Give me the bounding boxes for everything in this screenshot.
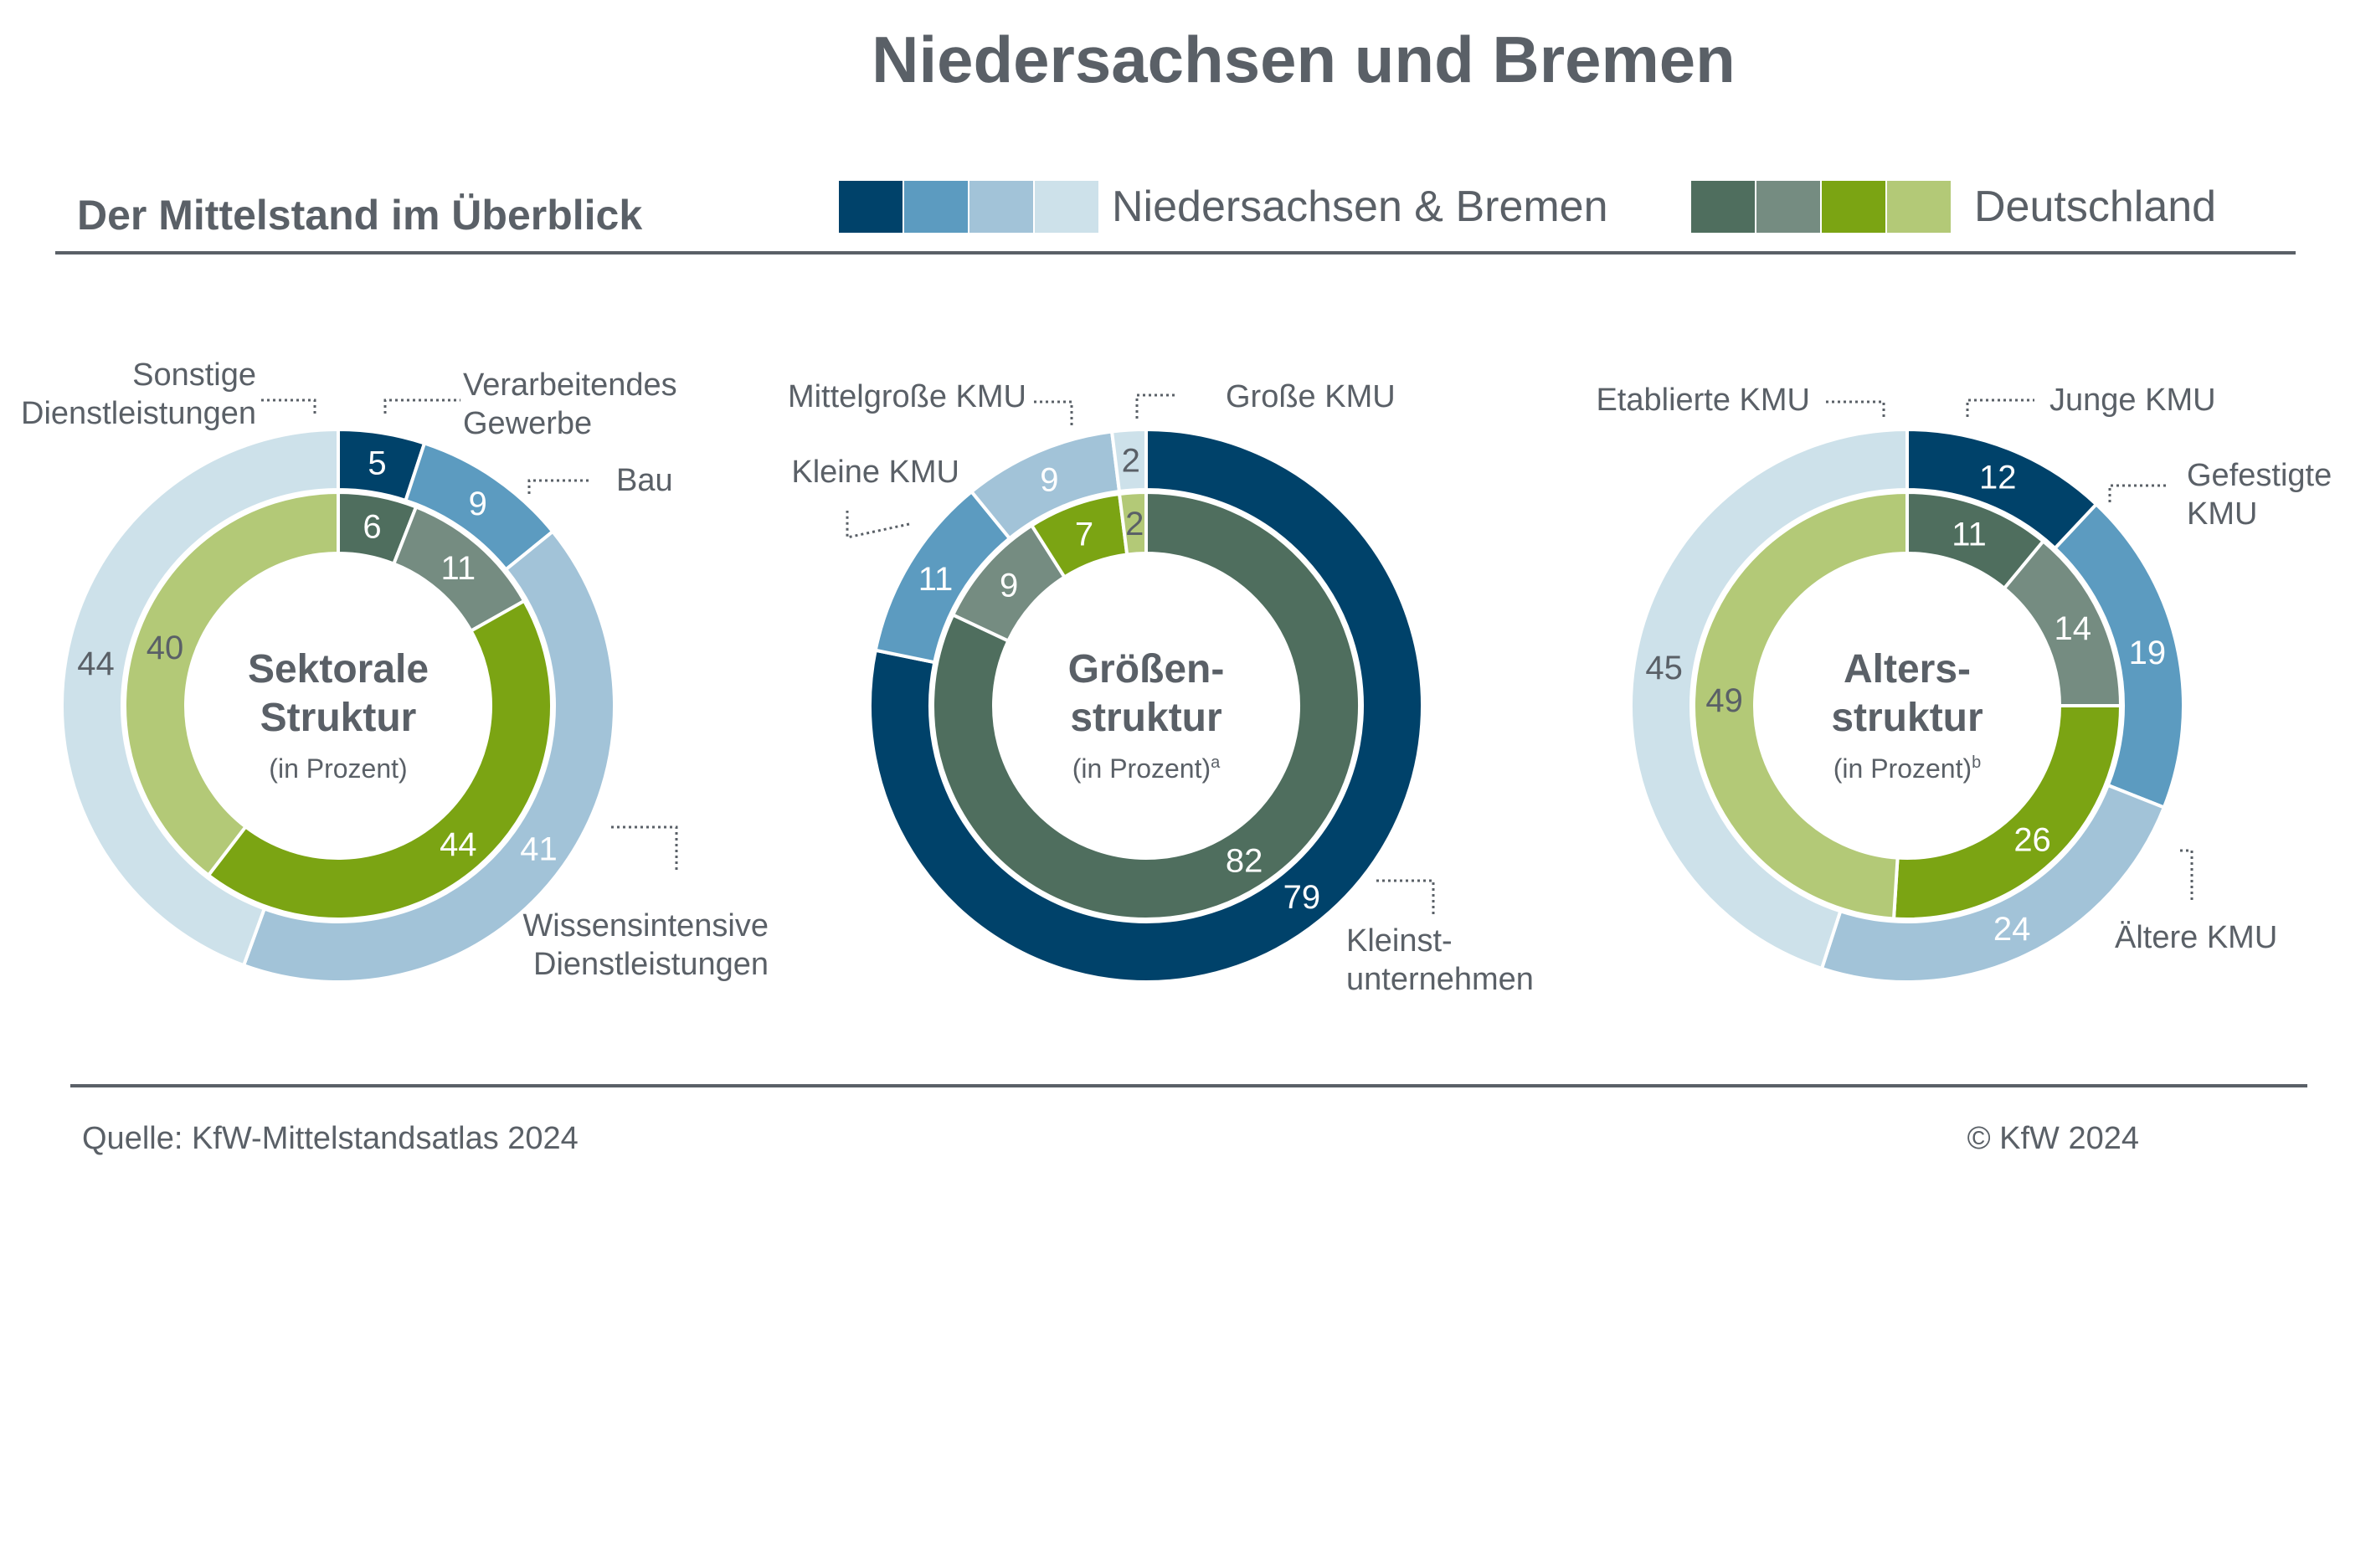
donut-center-title-line2: struktur — [1831, 696, 1983, 740]
category-label-bau: Bau — [616, 463, 673, 498]
legend-swatches-niedersachsen-bremen — [839, 181, 1098, 233]
category-label-gefestigte-kmu: Gefestigte KMU — [2187, 458, 2332, 532]
leader-line-gefestigte-kmu — [2108, 484, 2168, 502]
inner-slice-grosse-kmu — [1117, 490, 1148, 557]
leader-line-verarbeitendes-gewerbe — [383, 398, 460, 414]
inner-slice-sonstige-dienstleistungen — [123, 490, 340, 878]
inner-slice-wissensintensive-dienstleistungen-value: 44 — [440, 826, 477, 863]
leader-line-kleinstunternehmen — [1376, 879, 1435, 918]
inner-slice-verarbeitendes-gewerbe-value: 6 — [363, 508, 381, 545]
outer-slice-grosse-kmu-value: 2 — [1122, 443, 1140, 480]
outer-slice-gefestigte-kmu-value: 19 — [2129, 635, 2167, 671]
legend-swatch-deutschland-2 — [1756, 181, 1820, 233]
outer-slice-aeltere-kmu-value: 24 — [1993, 911, 2031, 948]
category-label-wissensintensive-dienstleistungen: Wissensintensive Dienstleistungen — [522, 908, 769, 982]
donut-center-title-line2: struktur — [1070, 696, 1221, 740]
leader-line-sonstige-dienstleistungen — [258, 398, 316, 414]
legend-label-niedersachsen-bremen: Niedersachsen & Bremen — [1112, 183, 1608, 231]
outer-slice-etablierte-kmu — [1629, 427, 1909, 971]
inner-slice-etablierte-kmu-value: 49 — [1705, 682, 1743, 719]
category-label-sonstige-dienstleistungen: Sonstige Dienstleistungen — [21, 357, 256, 431]
inner-slice-junge-kmu-value: 11 — [1952, 516, 1987, 553]
legend-swatch-deutschland-1 — [1691, 181, 1755, 233]
category-label-kleine-kmu: Kleine KMU — [791, 455, 959, 490]
legend-swatch-deutschland-3 — [1822, 181, 1885, 233]
leader-line-aeltere-kmu — [2180, 849, 2193, 901]
category-label-verarbeitendes-gewerbe: Verarbeitendes Gewerbe — [463, 368, 677, 441]
outer-slice-wissensintensive-dienstleistungen-value: 41 — [520, 831, 558, 868]
charts-area: 5 9 41 44 6 11 44 40 Sektorale Struktur (in Prozen… — [21, 357, 2332, 997]
inner-slice-mittelgrosse-kmu-value: 7 — [1075, 516, 1093, 553]
outer-slice-etablierte-kmu-value: 45 — [1645, 650, 1683, 686]
legend-swatch-niedersachsen-bremen-4 — [1035, 181, 1098, 233]
page-subtitle: Der Mittelstand im Überblick — [77, 192, 642, 239]
inner-slice-aeltere-kmu — [1891, 704, 2123, 921]
outer-slice-sonstige-dienstleistungen-value: 44 — [77, 645, 115, 682]
leader-line-mittelgrosse-kmu — [1031, 400, 1073, 425]
legend-swatch-deutschland-4 — [1887, 181, 1951, 233]
category-label-aeltere-kmu: Ältere KMU — [2115, 920, 2277, 955]
category-label-etablierte-kmu: Etablierte KMU — [1596, 383, 1810, 418]
leader-line-etablierte-kmu — [1823, 400, 1885, 417]
outer-slice-grosse-kmu — [1109, 427, 1148, 494]
inner-slice-aeltere-kmu-value: 26 — [2013, 821, 2051, 858]
source-note: Quelle: KfW-Mittelstandsatlas 2024 — [82, 1121, 579, 1156]
legend-swatches-deutschland — [1691, 181, 1951, 233]
leader-line-kleine-kmu — [846, 511, 910, 539]
legend-swatch-niedersachsen-bremen-2 — [904, 181, 968, 233]
donut-chart-sektorale-struktur: 5 9 41 44 6 11 44 40 Sektorale Struktur (in Prozen… — [21, 357, 769, 984]
donut-center-subtitle: (in Prozent) — [269, 753, 407, 784]
outer-slice-verarbeitendes-gewerbe-value: 5 — [368, 445, 386, 482]
outer-slice-wissensintensive-dienstleistungen — [241, 529, 616, 984]
outer-slice-kleinstunternehmen — [868, 427, 1424, 984]
inner-slice-gefestigte-kmu-value: 14 — [2054, 610, 2091, 647]
donut-center-title-line1: Sektorale — [248, 647, 429, 691]
inner-slice-wissensintensive-dienstleistungen — [206, 599, 554, 921]
leader-line-grosse-kmu — [1135, 393, 1177, 419]
inner-slice-etablierte-kmu — [1692, 490, 1909, 921]
donut-center-subtitle: (in Prozent)a — [1072, 753, 1221, 784]
category-label-mittelgrosse-kmu: Mittelgroße KMU — [788, 379, 1026, 414]
category-label-kleinstunternehmen: Kleinst-unternehmen — [1346, 923, 1534, 997]
category-label-junge-kmu: Junge KMU — [2049, 383, 2216, 418]
donut-center-title-line1: Größen- — [1068, 647, 1225, 691]
legend-swatch-niedersachsen-bremen-3 — [969, 181, 1033, 233]
donut-chart-alters-struktur: 12 19 24 45 11 14 26 49 Alters-struktur (in Proze… — [1596, 383, 2332, 984]
outer-slice-kleinstunternehmen-value: 79 — [1283, 879, 1321, 916]
outer-slice-kleine-kmu-value: 11 — [918, 561, 954, 598]
inner-slice-grosse-kmu-value: 2 — [1125, 506, 1144, 542]
outer-slice-mittelgrosse-kmu-value: 9 — [1040, 462, 1058, 499]
donut-center-subtitle: (in Prozent)b — [1833, 753, 1982, 784]
outer-slice-sonstige-dienstleistungen — [60, 427, 340, 968]
category-label-grosse-kmu: Große KMU — [1226, 379, 1396, 414]
outer-slice-bau-value: 9 — [469, 486, 487, 522]
legend-swatch-niedersachsen-bremen-1 — [839, 181, 903, 233]
leader-line-wissensintensive-dienstleistungen — [611, 825, 678, 871]
page-title: Niedersachsen und Bremen — [872, 23, 1736, 96]
inner-slice-kleinstunternehmen-value: 82 — [1226, 842, 1263, 879]
inner-slice-kleinstunternehmen — [931, 490, 1361, 921]
inner-slice-bau-value: 11 — [441, 550, 476, 587]
inner-slice-kleine-kmu-value: 9 — [1000, 568, 1018, 604]
donut-center-title-line1: Alters- — [1844, 647, 1971, 691]
legend: Niedersachsen & Bremen Deutschland — [839, 181, 2216, 233]
copyright-note: © KfW 2024 — [1967, 1121, 2139, 1156]
legend-label-deutschland: Deutschland — [1974, 183, 2216, 231]
inner-slice-sonstige-dienstleistungen-value: 40 — [147, 630, 184, 666]
leader-line-junge-kmu — [1966, 398, 2034, 417]
leader-line-bau — [527, 479, 589, 494]
donut-center-title-line2: Struktur — [260, 696, 417, 740]
outer-slice-junge-kmu-value: 12 — [1979, 460, 2017, 496]
